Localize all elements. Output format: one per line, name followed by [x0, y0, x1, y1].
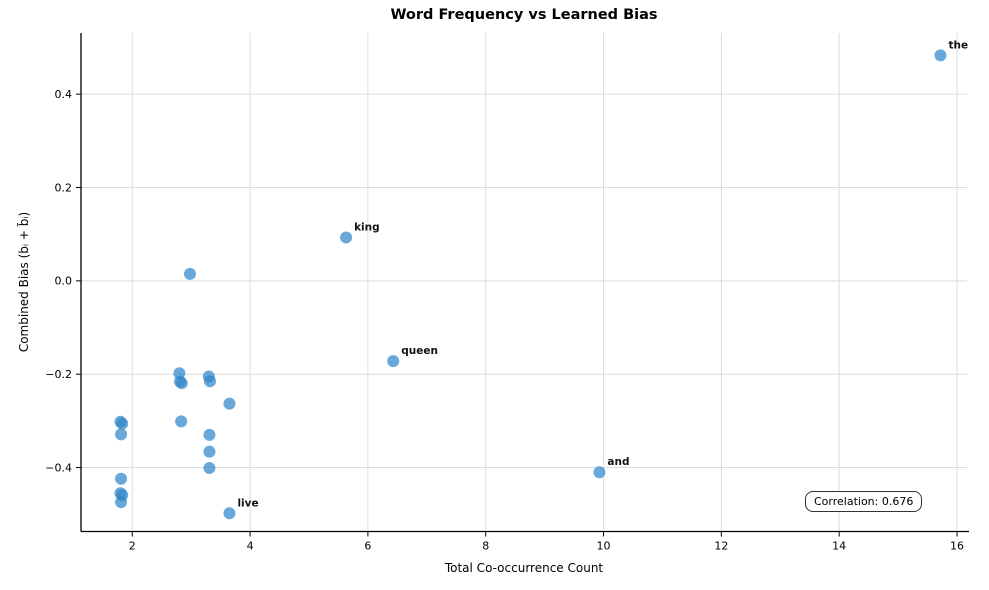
chart-title: Word Frequency vs Learned Bias	[390, 7, 658, 23]
x-tick-label: 10	[597, 540, 611, 553]
x-tick-label: 4	[247, 540, 254, 553]
data-point	[204, 375, 217, 388]
x-tick-label: 16	[950, 540, 964, 553]
x-tick-label: 12	[714, 540, 728, 553]
y-tick-label: 0.2	[55, 181, 73, 194]
data-point	[223, 397, 236, 410]
x-tick-label: 2	[129, 540, 136, 553]
data-point	[387, 355, 400, 368]
data-point	[183, 267, 196, 280]
y-tick-label: −0.2	[45, 368, 72, 381]
y-tick-label: 0.4	[55, 88, 73, 101]
data-point	[203, 462, 216, 475]
point-label: king	[354, 221, 380, 233]
x-tick-label: 8	[482, 540, 489, 553]
point-label: and	[607, 456, 629, 468]
data-point	[203, 445, 216, 458]
data-point	[223, 507, 236, 520]
data-point	[115, 472, 128, 485]
data-point	[116, 417, 129, 430]
y-tick-label: 0.0	[55, 275, 73, 288]
data-point	[115, 496, 128, 509]
data-point	[593, 466, 606, 479]
data-point	[934, 49, 947, 62]
x-axis-label: Total Co-occurrence Count	[444, 561, 604, 575]
x-tick-label: 6	[364, 540, 371, 553]
point-label: live	[237, 497, 258, 509]
point-label: queen	[401, 345, 438, 357]
data-point	[115, 428, 128, 441]
data-point	[175, 377, 188, 390]
correlation-annotation: Correlation: 0.676	[805, 491, 923, 512]
y-axis-label: Combined Bias (bᵢ + b̃ᵢ)	[17, 211, 31, 353]
point-label: the	[948, 39, 968, 51]
data-point	[203, 428, 216, 441]
data-point	[175, 415, 188, 428]
data-point	[340, 231, 353, 244]
y-tick-label: −0.4	[45, 461, 72, 474]
x-tick-label: 14	[832, 540, 846, 553]
